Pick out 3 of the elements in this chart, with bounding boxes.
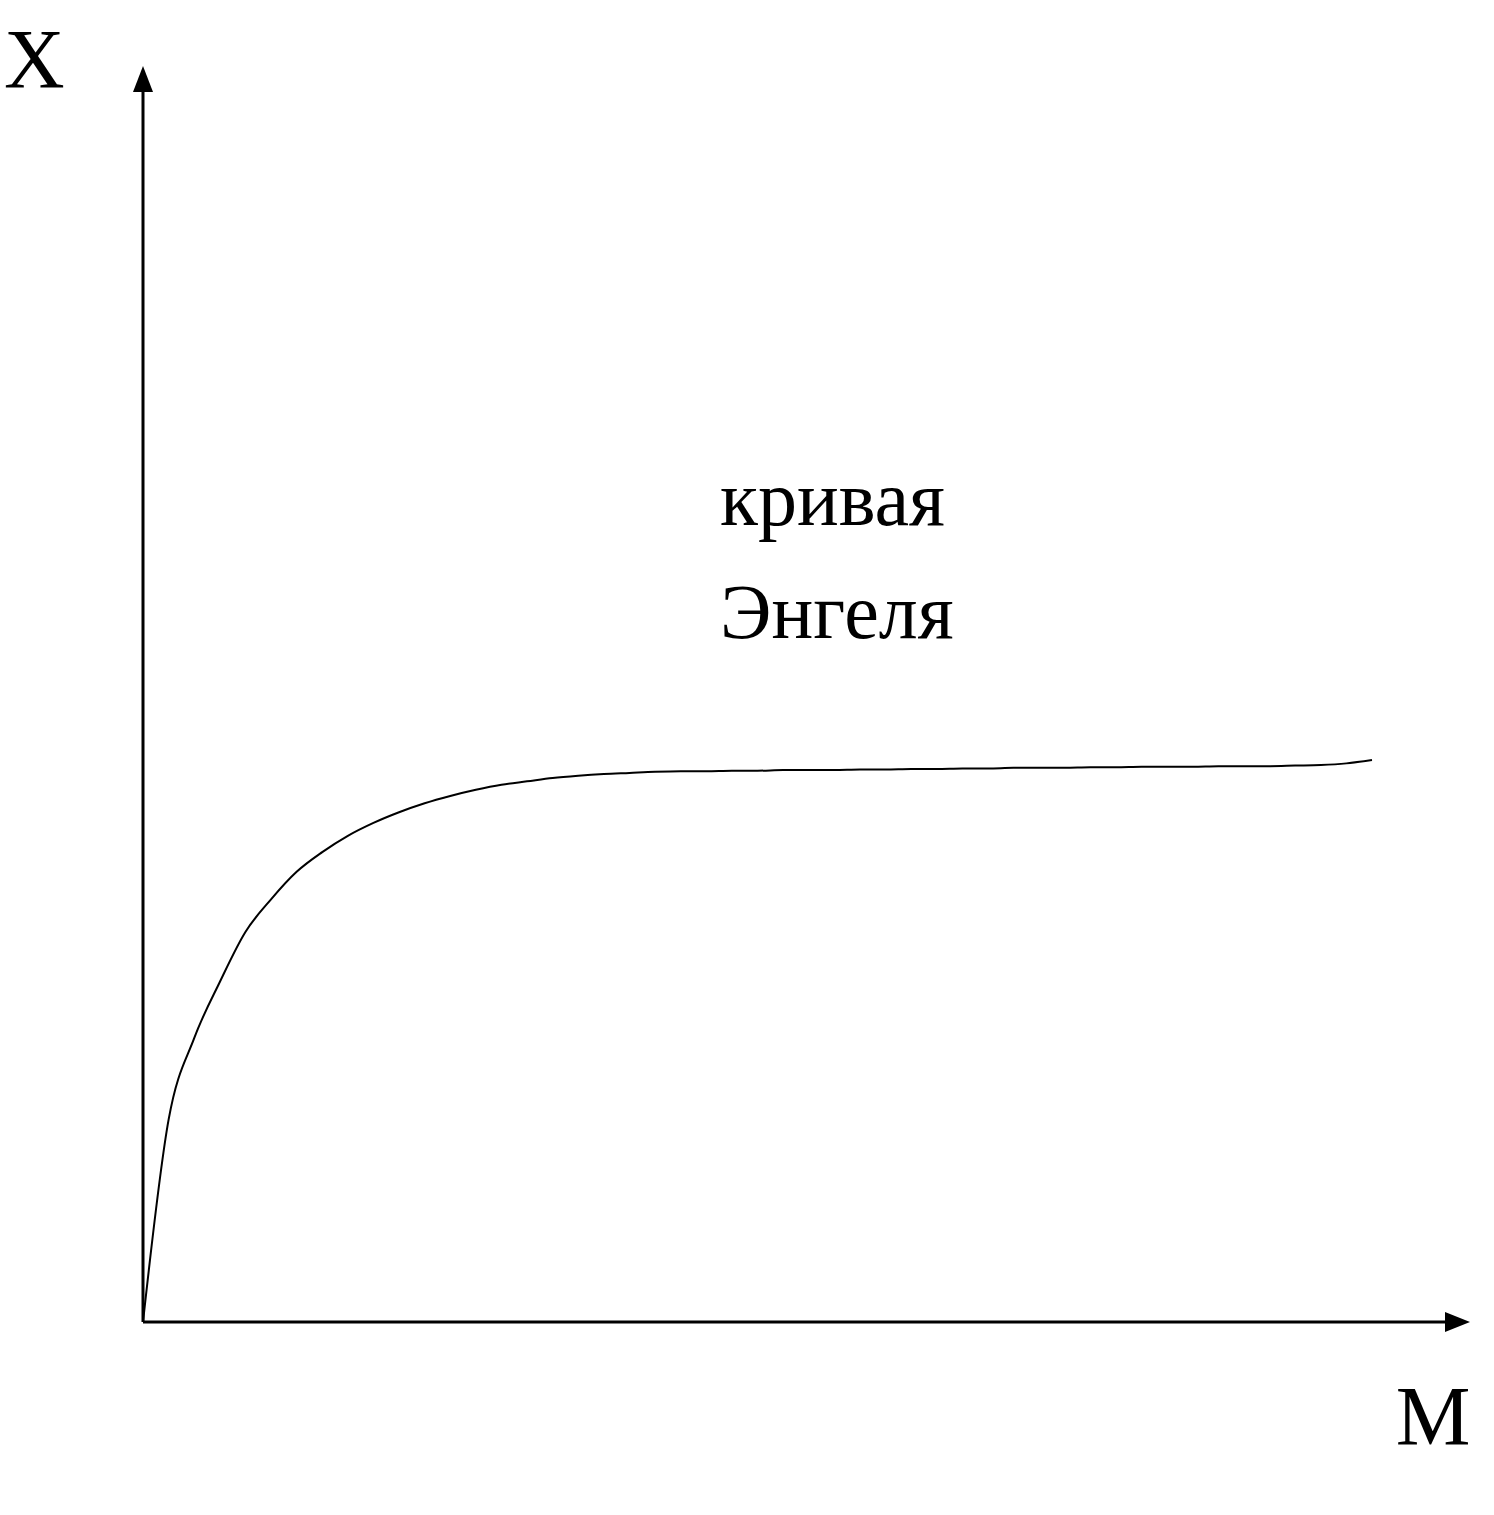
text: X	[4, 13, 65, 106]
text: кривая Энгеля	[720, 455, 954, 655]
x-axis-title: M	[1395, 1370, 1471, 1463]
